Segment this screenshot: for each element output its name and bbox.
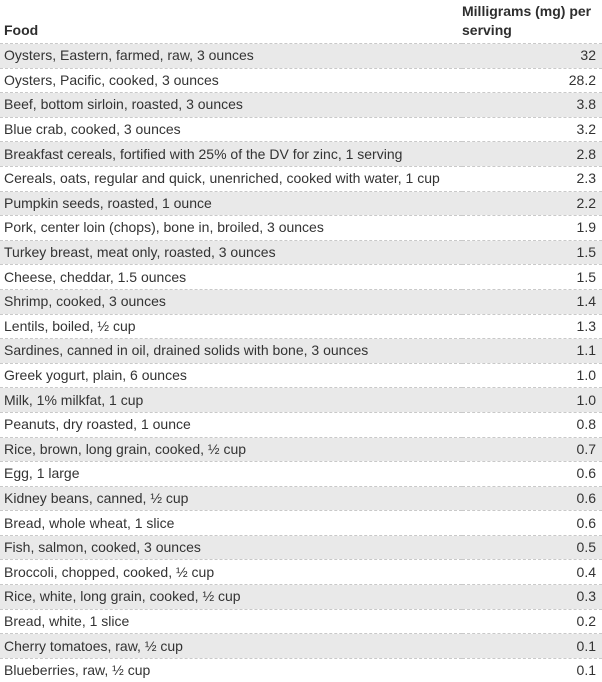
- food-cell: Bread, whole wheat, 1 slice: [0, 511, 462, 536]
- table-row: Turkey breast, meat only, roasted, 3 oun…: [0, 240, 602, 265]
- food-cell: Fish, salmon, cooked, 3 ounces: [0, 535, 462, 560]
- food-cell: Kidney beans, canned, ½ cup: [0, 486, 462, 511]
- food-cell: Rice, brown, long grain, cooked, ½ cup: [0, 437, 462, 462]
- mg-value-cell: 0.5: [462, 535, 602, 560]
- table-row: Breakfast cereals, fortified with 25% of…: [0, 142, 602, 167]
- table-row: Sardines, canned in oil, drained solids …: [0, 339, 602, 364]
- mg-value-cell: 1.0: [462, 363, 602, 388]
- food-cell: Peanuts, dry roasted, 1 ounce: [0, 412, 462, 437]
- mg-value-cell: 3.2: [462, 117, 602, 142]
- food-cell: Breakfast cereals, fortified with 25% of…: [0, 142, 462, 167]
- mg-value-cell: 32: [462, 44, 602, 69]
- food-cell: Turkey breast, meat only, roasted, 3 oun…: [0, 240, 462, 265]
- food-cell: Oysters, Eastern, farmed, raw, 3 ounces: [0, 44, 462, 69]
- mg-value-cell: 28.2: [462, 68, 602, 93]
- mg-value-cell: 1.1: [462, 339, 602, 364]
- food-cell: Pork, center loin (chops), bone in, broi…: [0, 216, 462, 241]
- food-cell: Greek yogurt, plain, 6 ounces: [0, 363, 462, 388]
- food-cell: Cheese, cheddar, 1.5 ounces: [0, 265, 462, 290]
- mg-value-cell: 0.6: [462, 462, 602, 487]
- food-cell: Sardines, canned in oil, drained solids …: [0, 339, 462, 364]
- mg-value-cell: 2.3: [462, 166, 602, 191]
- food-cell: Cereals, oats, regular and quick, unenri…: [0, 166, 462, 191]
- mg-value-cell: 1.4: [462, 289, 602, 314]
- food-cell: Blueberries, raw, ½ cup: [0, 658, 462, 682]
- mg-value-cell: 0.6: [462, 511, 602, 536]
- mg-value-cell: 2.2: [462, 191, 602, 216]
- mg-value-cell: 0.1: [462, 658, 602, 682]
- header-row: Food Milligrams (mg) per serving: [0, 0, 602, 44]
- food-cell: Bread, white, 1 slice: [0, 609, 462, 634]
- mg-value-cell: 0.3: [462, 585, 602, 610]
- food-cell: Cherry tomatoes, raw, ½ cup: [0, 634, 462, 659]
- column-header-mg-per-serving: Milligrams (mg) per serving: [462, 0, 602, 44]
- mg-value-cell: 2.8: [462, 142, 602, 167]
- mg-value-cell: 0.8: [462, 412, 602, 437]
- mg-value-cell: 1.9: [462, 216, 602, 241]
- mg-value-cell: 0.6: [462, 486, 602, 511]
- mg-value-cell: 1.5: [462, 265, 602, 290]
- mg-value-cell: 0.7: [462, 437, 602, 462]
- column-header-food: Food: [0, 0, 462, 44]
- food-cell: Blue crab, cooked, 3 ounces: [0, 117, 462, 142]
- table-row: Cereals, oats, regular and quick, unenri…: [0, 166, 602, 191]
- food-cell: Shrimp, cooked, 3 ounces: [0, 289, 462, 314]
- mg-value-cell: 0.2: [462, 609, 602, 634]
- food-cell: Rice, white, long grain, cooked, ½ cup: [0, 585, 462, 610]
- food-cell: Oysters, Pacific, cooked, 3 ounces: [0, 68, 462, 93]
- food-cell: Beef, bottom sirloin, roasted, 3 ounces: [0, 93, 462, 118]
- mg-value-cell: 1.5: [462, 240, 602, 265]
- mg-value-cell: 1.3: [462, 314, 602, 339]
- table-row: Pork, center loin (chops), bone in, broi…: [0, 216, 602, 241]
- food-cell: Egg, 1 large: [0, 462, 462, 487]
- food-cell: Milk, 1% milkfat, 1 cup: [0, 388, 462, 413]
- mg-value-cell: 0.4: [462, 560, 602, 585]
- mg-value-cell: 1.0: [462, 388, 602, 413]
- food-cell: Pumpkin seeds, roasted, 1 ounce: [0, 191, 462, 216]
- mg-value-cell: 3.8: [462, 93, 602, 118]
- food-cell: Lentils, boiled, ½ cup: [0, 314, 462, 339]
- mg-value-cell: 0.1: [462, 634, 602, 659]
- food-cell: Broccoli, chopped, cooked, ½ cup: [0, 560, 462, 585]
